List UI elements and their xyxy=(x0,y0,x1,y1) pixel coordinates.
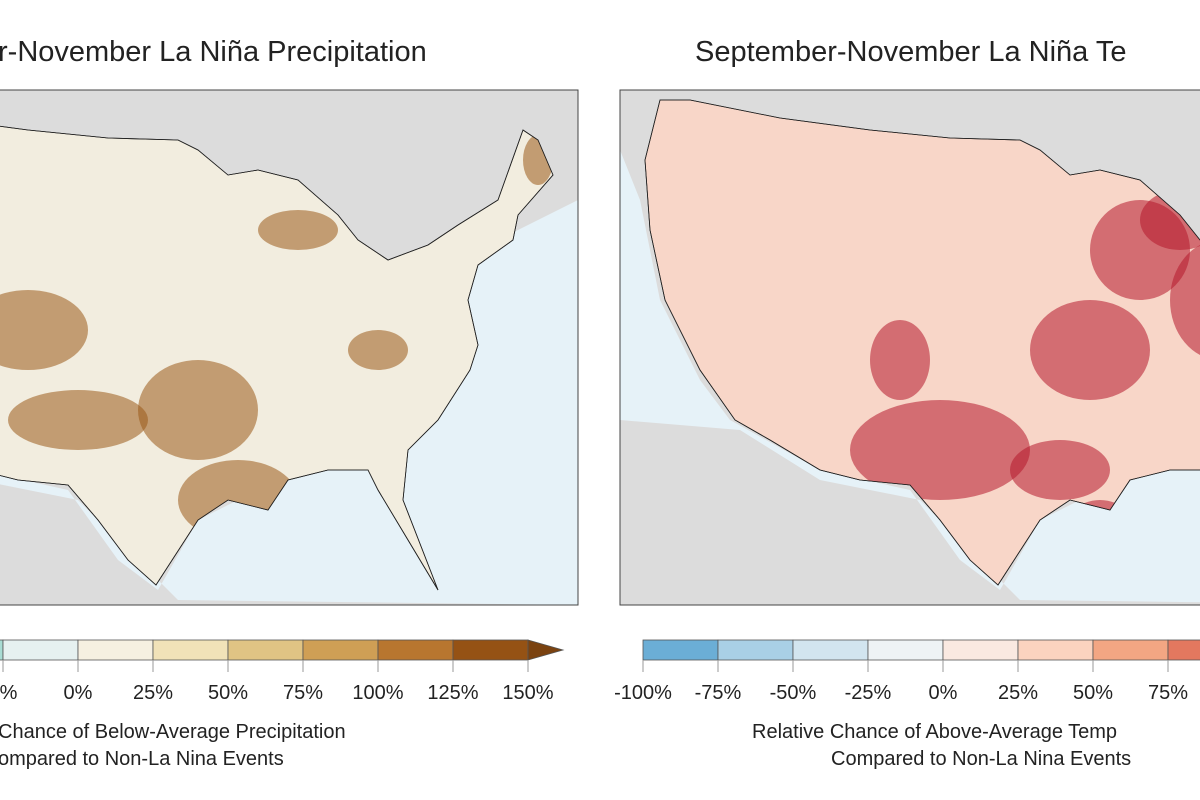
anomaly-area xyxy=(870,320,930,400)
right-anomaly-areas xyxy=(850,190,1200,580)
right-map-title: September-November La Niña Te xyxy=(695,36,1127,68)
anomaly-area xyxy=(348,330,408,370)
left-tick-label: 100% xyxy=(352,682,404,704)
right-caption-line1: Relative Chance of Above-Average Temp xyxy=(752,721,1118,743)
right-tick-label: 50% xyxy=(1072,682,1114,704)
right-colorbar-segment xyxy=(867,639,944,661)
left-caption-line1: Chance of Below-Average Precipitation xyxy=(0,721,346,743)
left-caption-line2: ompared to Non-La Nina Events xyxy=(0,748,284,770)
left-tick-label: 0% xyxy=(63,682,93,704)
left-map xyxy=(0,89,579,606)
left-colorbar-segment xyxy=(2,639,79,661)
left-tick-label: 50% xyxy=(207,682,249,704)
left-map-border xyxy=(0,89,579,606)
right-tick-label: 0% xyxy=(928,682,958,704)
right-colorbar-segment xyxy=(1167,639,1200,661)
right-map-border xyxy=(619,89,1200,606)
left-tick-label: 125% xyxy=(427,682,479,704)
right-colorbar-segment xyxy=(792,639,869,661)
left-colorbar-segment xyxy=(0,639,4,661)
anomaly-area xyxy=(1030,300,1150,400)
right-tick-label: 25% xyxy=(997,682,1039,704)
left-map-title: r-November La Niña Precipitation xyxy=(0,36,427,68)
right-colorbar-segment xyxy=(1017,639,1094,661)
right-ocean xyxy=(620,150,1200,603)
left-tick-label: 75% xyxy=(282,682,324,704)
left-colorbar-segment xyxy=(452,639,529,661)
left-tick-label: 150% xyxy=(502,682,554,704)
anomaly-area xyxy=(138,360,258,460)
anomaly-area xyxy=(850,400,1030,500)
left-tick-label: 25% xyxy=(132,682,174,704)
right-tick-label: -50% xyxy=(769,682,817,704)
left-colorbar-segment xyxy=(302,639,379,661)
right-colorbar-segment xyxy=(717,639,794,661)
right-map xyxy=(619,89,1200,606)
right-tick-label: 75% xyxy=(1147,682,1189,704)
left-conus-outline xyxy=(0,125,554,591)
left-colorbar-segment xyxy=(227,639,304,661)
right-caption-line2: Compared to Non-La Nina Events xyxy=(831,748,1132,770)
anomaly-area xyxy=(1170,240,1200,360)
right-tick-label: -25% xyxy=(844,682,892,704)
left-anomaly-areas xyxy=(0,135,553,540)
right-colorbar-segment xyxy=(1092,639,1169,661)
left-tick-label: 5% xyxy=(0,682,18,704)
right-tick-label: -100% xyxy=(614,682,672,704)
left-colorbar-segment xyxy=(377,639,454,661)
right-colorbar-segment xyxy=(942,639,1019,661)
anomaly-area xyxy=(1140,190,1200,250)
left-colorbar-segment xyxy=(152,639,229,661)
right-conus-outline xyxy=(644,99,1200,586)
left-colorbar-arrow xyxy=(527,639,565,661)
anomaly-area xyxy=(258,210,338,250)
anomaly-area xyxy=(0,290,88,370)
right-colorbar-segment xyxy=(642,639,719,661)
left-colorbar-segment xyxy=(77,639,154,661)
left-ocean xyxy=(0,200,578,605)
anomaly-area xyxy=(8,390,148,450)
right-tick-label: -75% xyxy=(694,682,742,704)
anomaly-area xyxy=(1010,440,1110,500)
